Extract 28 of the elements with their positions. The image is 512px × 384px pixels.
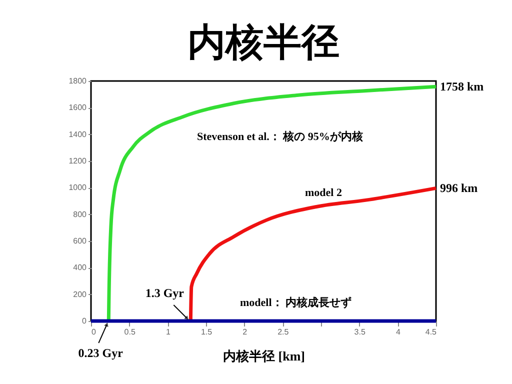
annotation: model 2 [305,187,342,199]
x-tick-label: 0.5 [124,328,136,336]
y-tick-label: 600 [73,236,88,246]
annotation: 0.23 Gyr [78,346,124,360]
y-tick-label: 1400 [68,130,88,139]
y-tick-label: 400 [73,263,88,272]
x-tick-label: 1.5 [200,328,213,336]
y-tick-label: 0 [82,316,88,326]
x-tick-label: 2.5 [278,328,290,336]
chart-title: 内核半径 [188,22,340,64]
x-axis-title: 内核半径 [km] [223,348,305,364]
y-tick-label: 1600 [68,103,88,112]
x-tick-label: 4.5 [425,328,438,336]
annotation: Stevenson et al.： 核の 95%が内核 [197,130,363,143]
y-tick-label: 200 [73,290,88,299]
annotation: 1.3 Gyr [145,286,185,300]
x-tick-label: 1 [166,328,171,336]
y-tick-label: 1000 [68,183,88,192]
x-tick-label: 0 [92,328,96,336]
annotation: modell： 内核成長せず [240,296,352,309]
y-tick-label: 1200 [68,156,88,166]
annotation: 996 km [440,181,478,196]
y-tick-label: 800 [73,210,88,219]
annotation: 1758 km [440,80,484,94]
x-tick-label: 4 [396,328,401,336]
y-tick-label: 1800 [68,76,88,86]
x-tick-label: 3.5 [354,328,366,336]
x-tick-label: 2 [242,328,248,336]
